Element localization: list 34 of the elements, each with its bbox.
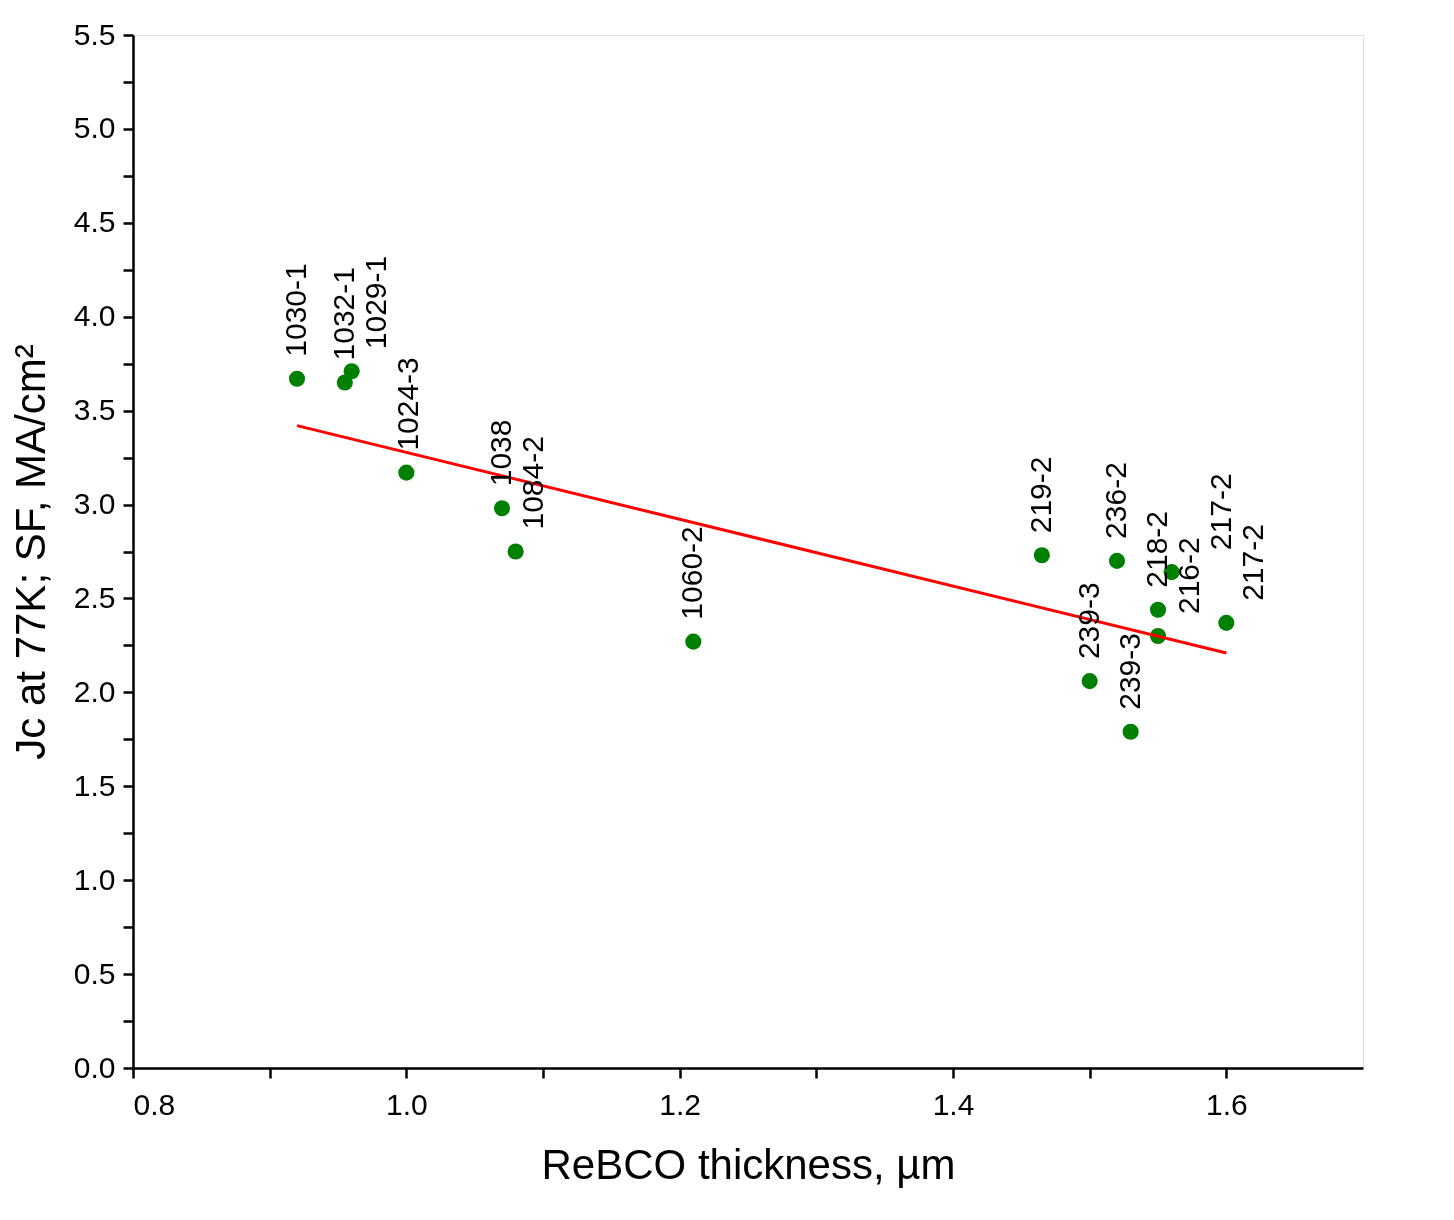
y-tick-label: 4.5 xyxy=(73,205,116,239)
annotation: 217-2 xyxy=(1204,473,1237,551)
annotation: 1060-2 xyxy=(675,526,709,620)
annotation: 219-2 xyxy=(1023,456,1057,534)
x-tick-label: 1.6 xyxy=(1205,1087,1248,1121)
x-axis-title: ReBCO thickness, µm xyxy=(541,1140,956,1188)
y-tick-label: 1.5 xyxy=(73,768,116,802)
x-tick-label: 0.8 xyxy=(133,1087,176,1121)
y-tick-label: 5.5 xyxy=(73,17,116,51)
text: 4.0 xyxy=(73,299,116,333)
text: 3.0 xyxy=(73,487,116,521)
text: 0.0 xyxy=(73,1050,116,1084)
x-tick-label: 1.2 xyxy=(659,1087,702,1121)
annotation: 1030-1 xyxy=(279,263,312,357)
annotation: 216-2 xyxy=(1172,537,1205,615)
x-tick-label: 1.4 xyxy=(932,1087,975,1121)
text: 5.0 xyxy=(73,111,116,145)
annotation: 1084-2 xyxy=(516,436,549,530)
annotation: 218-2 xyxy=(1140,510,1173,588)
annotation: 217-2 xyxy=(1236,524,1269,601)
annotation: 239-3 xyxy=(1071,582,1105,660)
text: 1.0 xyxy=(385,1087,428,1121)
annotation: 239-3 xyxy=(1112,633,1146,710)
annotation: 236-2 xyxy=(1099,462,1132,539)
y-tick-label: 2.5 xyxy=(73,580,116,614)
y-tick-label: 0.5 xyxy=(73,956,116,990)
y-tick-label: 3.5 xyxy=(73,393,116,427)
annotation: 1024-3 xyxy=(390,357,424,451)
y-axis-title: Jc at 77K; SF, MA/cm² xyxy=(6,344,54,760)
annotation: 1029-1 xyxy=(358,255,392,350)
annotation: 1032-1 xyxy=(326,267,360,361)
text: 2.0 xyxy=(73,674,116,708)
text: 1.0 xyxy=(73,862,116,896)
annotation: 1038 xyxy=(484,419,517,487)
